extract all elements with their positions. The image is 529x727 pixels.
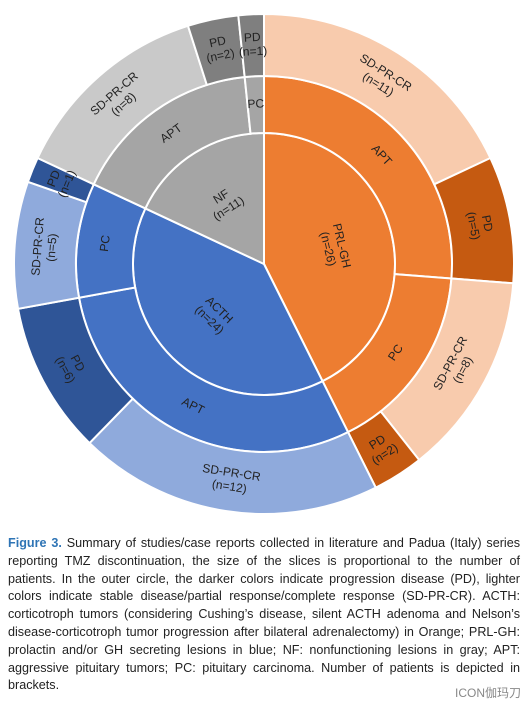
label-line: SD-PR-CR — [29, 216, 48, 276]
figure-label: Figure 3. — [8, 536, 62, 550]
caption-text: Summary of studies/case reports collecte… — [8, 536, 521, 693]
segment-label: PC — [97, 234, 113, 253]
label-line: (n=5) — [464, 211, 483, 241]
label-line: (n=12) — [211, 477, 248, 496]
caption: Figure 3. Summary of studies/case report… — [8, 535, 520, 695]
segment-label: PC — [247, 96, 265, 111]
label-line: PC — [247, 96, 265, 111]
label-line: (n=2) — [205, 46, 236, 66]
label-line: PD — [44, 168, 63, 189]
segment-label: NF(n=11) — [203, 182, 247, 224]
segment — [237, 12, 265, 79]
segment-label: PD(n=2) — [202, 32, 235, 65]
watermark: ICON伽玛刀 — [454, 684, 521, 701]
label-line: PD — [479, 214, 496, 233]
segment-label: PD(n=1) — [238, 30, 268, 59]
label-line: PC — [97, 234, 113, 253]
segment-label: SD-PR-CR(n=5) — [29, 216, 61, 277]
label-line: (n=1) — [239, 44, 268, 59]
label-line: (n=5) — [44, 233, 60, 262]
label-line: PD — [208, 33, 228, 50]
segment-label: PD(n=5) — [464, 208, 497, 241]
label-line: PD — [244, 30, 262, 45]
